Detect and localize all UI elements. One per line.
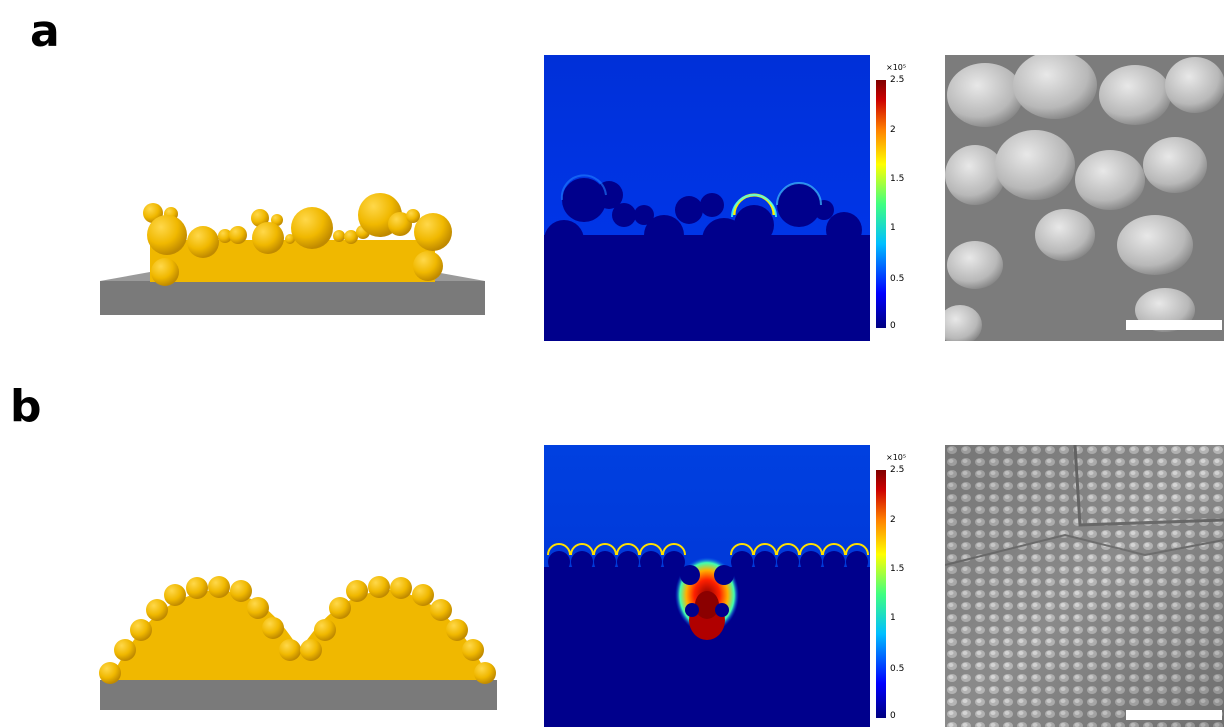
schematic-a <box>100 193 485 315</box>
colorbar-tick: 0 <box>890 711 896 721</box>
gold-film <box>110 590 490 680</box>
gold-spheres <box>99 576 496 684</box>
sem-image-b <box>945 445 1224 727</box>
sem-image-a <box>945 55 1224 341</box>
gold-spheres <box>143 193 452 286</box>
colorbar-exponent-a: ×10⁵ <box>886 63 907 72</box>
colorbar-tick: 2.5 <box>890 75 905 85</box>
colorbar-exponent-b: ×10⁵ <box>886 453 907 462</box>
panel-label-a: a <box>30 6 60 57</box>
colorbar-tick: 1 <box>890 223 896 233</box>
substrate <box>100 680 497 710</box>
colorbar-tick: 1 <box>890 613 896 623</box>
panel-label-b: b <box>10 381 42 432</box>
field-map-b <box>544 445 870 727</box>
colorbar-tick: 2 <box>890 125 896 135</box>
colorbar-tick: 0.5 <box>890 664 905 674</box>
colorbar-tick: 1.5 <box>890 564 905 574</box>
colorbar-tick: 1.5 <box>890 174 905 184</box>
field-map-a <box>544 55 870 341</box>
scale-bar-a <box>1126 320 1222 330</box>
colorbar-tick: 2.5 <box>890 465 905 475</box>
colorbar-tick: 0 <box>890 321 896 331</box>
colorbar-tick: 0.5 <box>890 274 905 284</box>
schematic-b <box>99 576 497 710</box>
colorbar-a <box>876 80 886 328</box>
colorbar-tick: 2 <box>890 515 896 525</box>
substrate <box>100 281 485 315</box>
scale-bar-b <box>1126 710 1222 720</box>
colorbar-b <box>876 470 886 718</box>
